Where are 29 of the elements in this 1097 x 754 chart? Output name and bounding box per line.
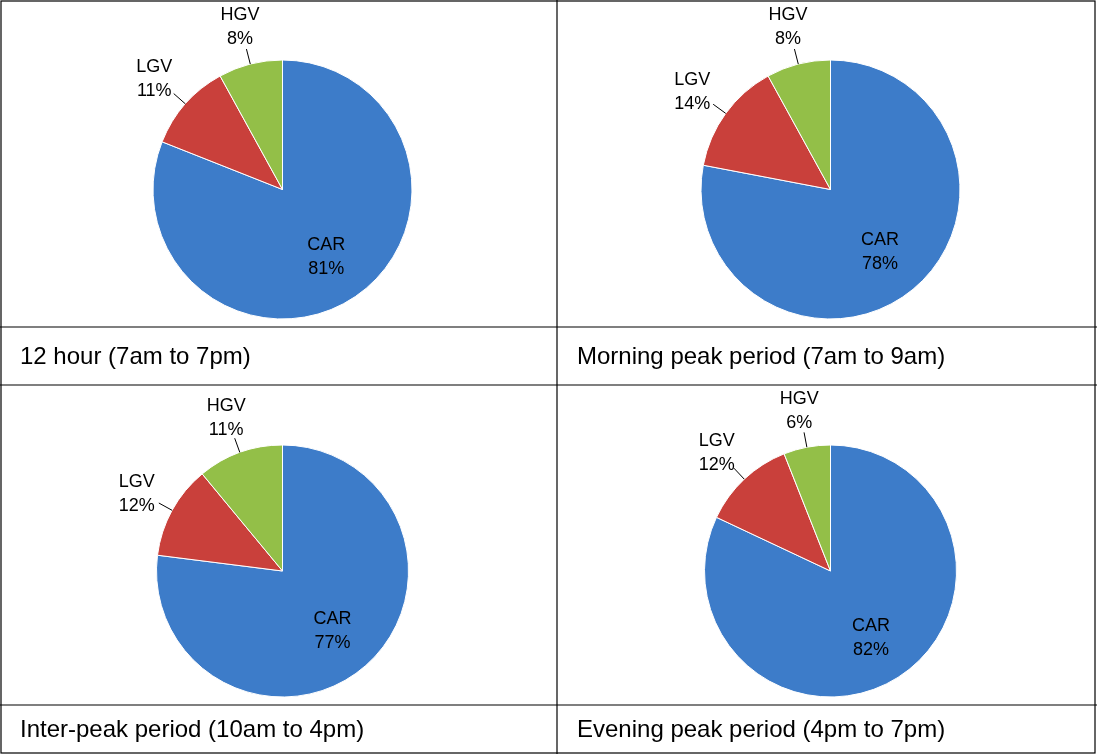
- data-label: 12%: [698, 453, 735, 474]
- slice-label: HGV: [220, 3, 260, 24]
- slice-label: CAR: [852, 614, 891, 635]
- slice-label: HGV: [206, 394, 246, 415]
- slice-label: LGV: [118, 470, 155, 491]
- pie-slice: [156, 444, 409, 698]
- data-label: 78%: [862, 253, 899, 274]
- slice-label: CAR: [313, 607, 352, 628]
- slice-label: LGV: [674, 69, 711, 90]
- text: 12 hour (7am to 7pm): [20, 342, 251, 369]
- slice-label: HGV: [768, 3, 808, 24]
- data-label: 8%: [774, 27, 801, 48]
- slice-label: HGV: [779, 387, 819, 408]
- data-label: 6%: [786, 411, 813, 432]
- data-label: 77%: [314, 631, 351, 652]
- data-label: 82%: [852, 638, 890, 659]
- data-label: 12%: [118, 494, 155, 515]
- text: Evening peak period (4pm to 7pm): [577, 715, 946, 742]
- data-label: 11%: [208, 418, 244, 439]
- text: Morning peak period (7am to 9am): [577, 342, 946, 369]
- data-label: 11%: [136, 80, 172, 101]
- slice-label: CAR: [307, 233, 346, 254]
- data-label: 14%: [674, 93, 711, 114]
- slice-label: LGV: [698, 429, 735, 450]
- slice-label: LGV: [136, 56, 173, 77]
- text: Inter-peak period (10am to 4pm): [20, 715, 365, 742]
- slice-label: CAR: [861, 229, 900, 250]
- data-label: 8%: [226, 27, 253, 48]
- data-label: 81%: [308, 257, 345, 278]
